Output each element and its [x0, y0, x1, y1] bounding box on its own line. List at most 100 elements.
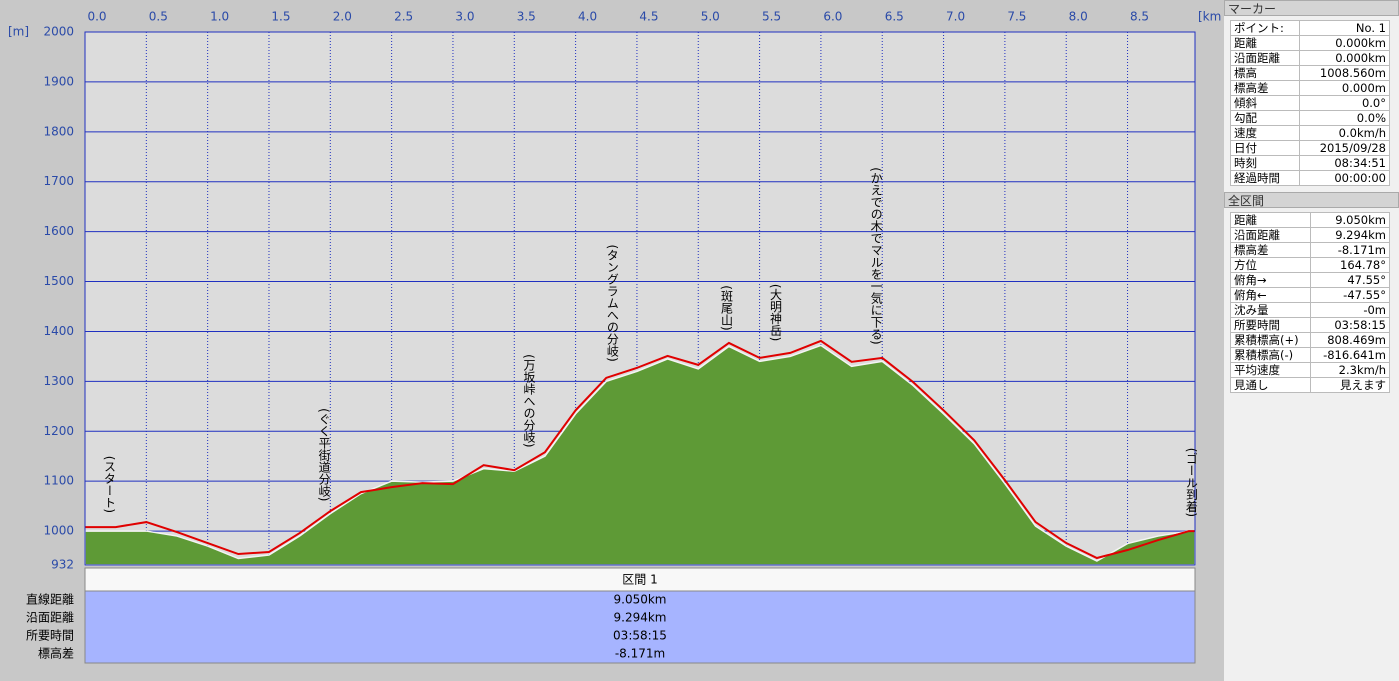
- panel-value: 47.55°: [1310, 272, 1390, 288]
- panel-row: 勾配 0.0%: [1229, 110, 1390, 126]
- x-tick-label: 3.0: [455, 10, 474, 24]
- panel-value: 0.0°: [1299, 95, 1390, 111]
- panel-label: 俯角→: [1229, 272, 1312, 288]
- panel-value: 03:58:15: [1310, 317, 1390, 333]
- y-unit: [m]: [8, 25, 29, 39]
- row-value: 9.294km: [614, 611, 667, 625]
- y-tick-label: 2000: [43, 25, 74, 39]
- x-tick-label: 2.0: [333, 10, 352, 24]
- panel-row: 傾斜 0.0°: [1229, 95, 1390, 111]
- panel-label: 俯角←: [1229, 287, 1312, 303]
- x-tick-label: 1.0: [210, 10, 229, 24]
- y-tick-label: 1200: [43, 424, 74, 438]
- y-tick-label: 1300: [43, 374, 74, 388]
- marker-table: ポイント: No. 1 距離 0.000km 沿面距離 0.000km 標高 1008.560…: [1229, 20, 1390, 186]
- x-tick-label: 1.5: [271, 10, 290, 24]
- y-tick-label: 1600: [43, 224, 74, 238]
- panel-row: 距離 9.050km: [1229, 212, 1390, 228]
- x-unit: [km]: [1198, 10, 1222, 24]
- plot-border: [84, 31, 1196, 566]
- panel-row: 所要時間 03:58:15: [1229, 317, 1390, 333]
- panel-label: 傾斜: [1229, 95, 1301, 111]
- panel-row: 俯角→ 47.55°: [1229, 272, 1390, 288]
- row-value: 03:58:15: [613, 629, 667, 643]
- x-tick-label: 5.0: [701, 10, 720, 24]
- panel-row: 標高 1008.560m: [1229, 65, 1390, 81]
- row-value: 9.050km: [614, 593, 667, 607]
- table-body-bg: [84, 590, 1196, 664]
- panel-value: 0.000km: [1299, 35, 1390, 51]
- panel-row: 累積標高(-) -816.641m: [1229, 347, 1390, 363]
- x-tick-label: 6.5: [885, 10, 904, 24]
- panel-row: ポイント: No. 1: [1229, 20, 1390, 36]
- panel-value: 見えます: [1310, 377, 1390, 393]
- panel-label: 見通し: [1229, 377, 1312, 393]
- panel-value: 9.050km: [1310, 212, 1390, 228]
- x-tick-label: 4.0: [578, 10, 597, 24]
- x-tick-label: 4.5: [639, 10, 658, 24]
- y-tick-label: 1800: [43, 124, 74, 138]
- panel-label: 標高差: [1229, 242, 1312, 258]
- side-panel: マーカー ポイント: No. 1 距離 0.000km 沿面距離 0.000km 標高 100…: [1224, 0, 1399, 681]
- panel-row: 沿面距離 0.000km: [1229, 50, 1390, 66]
- panel-label: 距離: [1229, 35, 1301, 51]
- panel-label: 経過時間: [1229, 170, 1301, 186]
- x-tick-label: 6.0: [823, 10, 842, 24]
- panel-row: 日付 2015/09/28: [1229, 140, 1390, 156]
- panel-value: 1008.560m: [1299, 65, 1390, 81]
- row-value: -8.171m: [615, 647, 665, 661]
- panel-row: 標高差 -8.171m: [1229, 242, 1390, 258]
- row-label: 標高差: [38, 646, 74, 661]
- x-tick-label: 0.0: [87, 10, 106, 24]
- panel-value: 08:34:51: [1299, 155, 1390, 171]
- panel-row: 俯角← -47.55°: [1229, 287, 1390, 303]
- x-tick-label: 8.0: [1069, 10, 1088, 24]
- waypoint-label: (かえでの木でマルを一気に下る): [869, 167, 883, 344]
- waypoint-label: (斑尾山): [719, 285, 733, 330]
- panel-label: 累積標高(-): [1229, 347, 1312, 363]
- panel-label: 所要時間: [1229, 317, 1312, 333]
- panel-row: 見通し 見えます: [1229, 377, 1390, 393]
- row-label: 沿面距離: [26, 611, 74, 625]
- waypoint-label: (タングラムへの分岐): [605, 244, 619, 361]
- panel-row: 沈み量 -0m: [1229, 302, 1390, 318]
- waypoint-label: (スタート): [103, 456, 117, 513]
- x-tick-label: 5.5: [762, 10, 781, 24]
- panel-value: 0.0%: [1299, 110, 1390, 126]
- row-label: 直線距離: [26, 592, 74, 607]
- panel-value: 164.78°: [1310, 257, 1390, 273]
- panel-value: 808.469m: [1310, 332, 1390, 348]
- panel-value: 2015/09/28: [1299, 140, 1390, 156]
- panel-row: 速度 0.0km/h: [1229, 125, 1390, 141]
- panel-label: 勾配: [1229, 110, 1301, 126]
- panel-label: 速度: [1229, 125, 1301, 141]
- total-table: 距離 9.050km 沿面距離 9.294km 標高差 -8.171m 方位 164.78° 俯…: [1229, 212, 1390, 393]
- panel-value: -0m: [1310, 302, 1390, 318]
- panel-value: 0.0km/h: [1299, 125, 1390, 141]
- panel-row: 沿面距離 9.294km: [1229, 227, 1390, 243]
- panel-label: 累積標高(+): [1229, 332, 1312, 348]
- x-tick-label: 3.5: [517, 10, 536, 24]
- panel-label: 距離: [1229, 212, 1312, 228]
- panel-label: 時刻: [1229, 155, 1301, 171]
- x-tick-label: 2.5: [394, 10, 413, 24]
- panel-value: -47.55°: [1310, 287, 1390, 303]
- panel-label: 標高差: [1229, 80, 1301, 96]
- y-tick-label: 1500: [43, 274, 74, 288]
- panel-value: -816.641m: [1310, 347, 1390, 363]
- panel-row: 距離 0.000km: [1229, 35, 1390, 51]
- panel-label: 方位: [1229, 257, 1312, 273]
- chart: [m] [km] 932 1000 1100 1200 1300 1400 1500 1600…: [8, 10, 1222, 664]
- waypoint-label: (大明神岳): [769, 284, 783, 341]
- panel-label: 平均速度: [1229, 362, 1312, 378]
- waypoint-label: (ゴール到着): [1184, 448, 1198, 517]
- row-label: 所要時間: [26, 629, 74, 643]
- panel-label: 標高: [1229, 65, 1301, 81]
- panel-header: 全区間: [1224, 192, 1399, 208]
- track-line: [85, 339, 1195, 560]
- x-tick-label: 0.5: [149, 10, 168, 24]
- table-header: 区間 1: [622, 573, 657, 587]
- y-tick-label: 1000: [43, 524, 74, 538]
- waypoint-label: (ぐく平街道分岐): [317, 408, 331, 501]
